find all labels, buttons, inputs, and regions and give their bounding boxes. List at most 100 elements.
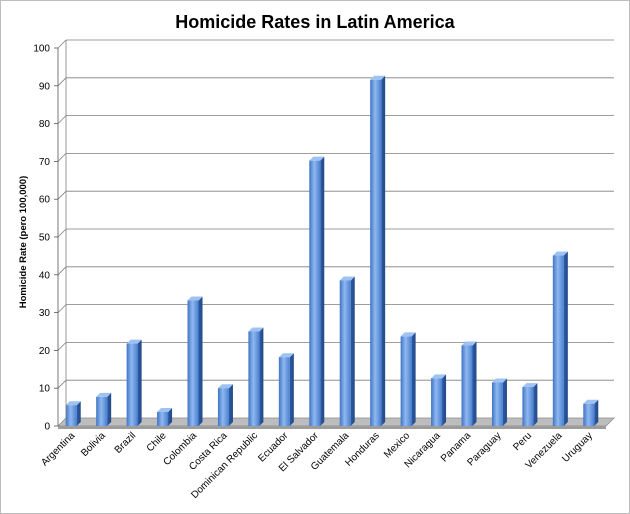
bar-side [381, 75, 386, 426]
bar-front [522, 387, 534, 426]
x-tick-label: Chile [145, 430, 169, 454]
gridline-side [57, 153, 67, 162]
bar-top [248, 327, 264, 332]
bar-front [309, 160, 321, 427]
bar-front [217, 388, 229, 426]
bar-top [400, 332, 416, 337]
bar [187, 296, 203, 426]
bar-front [583, 403, 595, 426]
y-axis-label: Homicide Rate (pero 100,000) [18, 176, 29, 309]
floor-edge [58, 426, 606, 429]
bar [400, 332, 416, 426]
bar-front [65, 405, 77, 426]
x-tick-label: Brazil [113, 430, 138, 455]
bar [157, 408, 173, 426]
bar-front [96, 396, 108, 426]
gridline-side [57, 228, 67, 238]
bar-top [431, 374, 447, 379]
gridline-side [57, 115, 67, 124]
bar-side [594, 399, 599, 426]
bar-side [168, 408, 173, 426]
bar-front [278, 357, 290, 426]
y-tick-label: 30 [39, 308, 51, 319]
bar-side [442, 374, 447, 426]
bar-side [76, 401, 81, 426]
bar-side [502, 378, 507, 426]
bar-top [309, 156, 325, 161]
bar-top [370, 75, 386, 80]
gridline-side [57, 304, 67, 313]
bar-front [491, 382, 503, 426]
grid-lines [57, 39, 614, 389]
bar-side [228, 384, 233, 426]
bar [461, 341, 477, 426]
bar [339, 276, 355, 426]
y-tick-label: 50 [39, 233, 51, 244]
bar [96, 392, 112, 426]
x-axis: Argentina Bolivia Brazil ChileColombiaCosta… [39, 430, 595, 501]
y-axis: 0 10 20 30 40 50 60 70 80 90 100 [33, 40, 67, 433]
bar-top [217, 384, 233, 389]
bar-front [339, 280, 351, 426]
y-tick-label: 80 [39, 119, 51, 130]
bar [431, 374, 447, 426]
y-tick-label: 100 [33, 44, 50, 55]
bar-side [198, 296, 203, 426]
bar-top [339, 276, 355, 281]
y-tick-label: 40 [39, 270, 51, 281]
y-tick-label: 90 [39, 81, 51, 92]
bar [126, 339, 142, 426]
bar-top [583, 399, 599, 404]
bar-top [522, 383, 538, 388]
y-tick-label: 10 [39, 384, 51, 395]
bar [552, 251, 568, 426]
bars [65, 75, 599, 427]
y-tick-label: 0 [44, 422, 50, 433]
bar-front [431, 378, 443, 426]
bar-front [187, 300, 199, 426]
bar-front [400, 336, 412, 426]
y-tick-label: 20 [39, 346, 51, 357]
bar-front [552, 255, 564, 426]
bar [370, 75, 386, 426]
bar-front [370, 79, 382, 426]
bar-side [107, 392, 112, 426]
bar [217, 384, 233, 426]
gridline-side [57, 379, 67, 389]
bar-side [533, 383, 538, 426]
bar-top [461, 341, 477, 346]
gridline-side [57, 342, 67, 351]
bar [309, 156, 325, 427]
gridline-side [57, 77, 67, 87]
bar-side [472, 341, 477, 426]
chart-title: Homicide Rates in Latin America [175, 12, 455, 32]
x-tick-label: Peru [511, 430, 534, 453]
bar-front [248, 331, 260, 426]
bar-front [461, 345, 473, 426]
bar-side [563, 251, 568, 426]
bar-front [126, 343, 138, 426]
bar-side [320, 156, 325, 427]
bar-top [96, 392, 112, 397]
bar [522, 383, 538, 426]
bar [583, 399, 599, 426]
y-tick-label: 60 [39, 195, 51, 206]
bar-front [157, 412, 169, 426]
bar [491, 378, 507, 426]
y-tick-label: 70 [39, 157, 51, 168]
bar-top [65, 401, 81, 406]
x-tick-label: Argentina [39, 430, 77, 468]
bar-side [350, 276, 355, 426]
bar-top [157, 408, 173, 413]
bar-top [126, 339, 142, 344]
bar-top [552, 251, 568, 256]
bar-side [259, 327, 264, 426]
bar [65, 401, 81, 426]
bar [278, 353, 294, 426]
gridline-side [57, 39, 67, 49]
x-tick-label: Paraguay [466, 430, 504, 468]
x-tick-label: Bolivia [79, 430, 108, 459]
bar-top [491, 378, 507, 383]
bar-side [289, 353, 294, 426]
